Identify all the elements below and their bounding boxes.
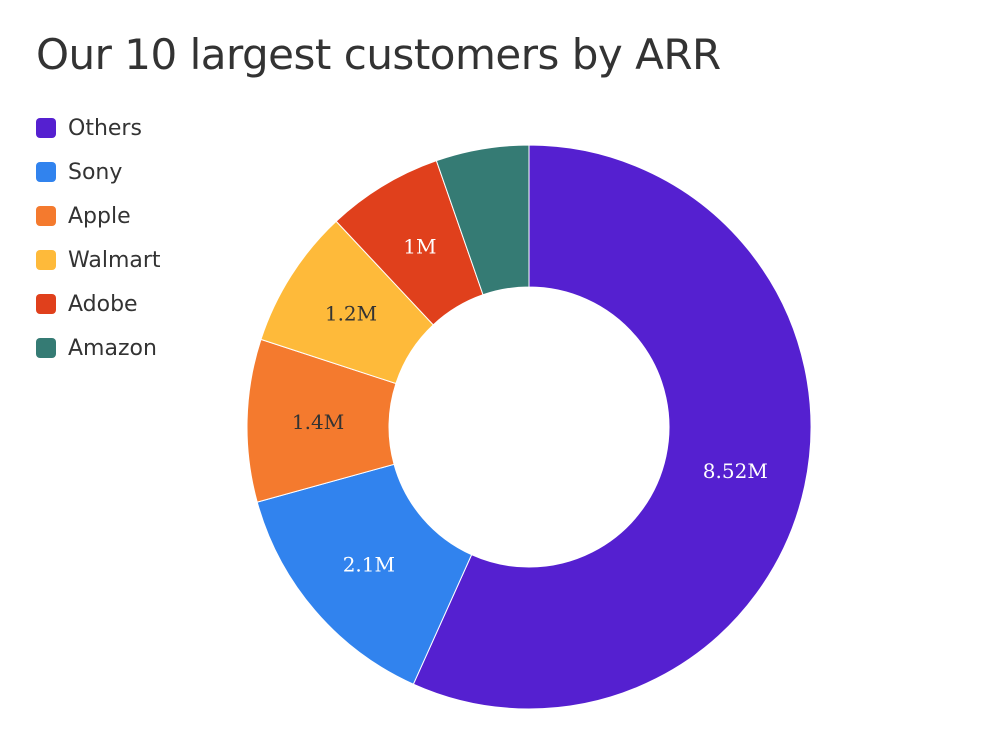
legend-label: Adobe (68, 291, 138, 317)
legend-item-walmart[interactable]: Walmart (36, 238, 161, 282)
data-label-adobe: 1M (403, 234, 436, 258)
data-label-apple: 1.4M (292, 410, 344, 434)
legend-swatch (36, 206, 56, 226)
slice-amazon[interactable] (435, 144, 530, 296)
slice-sony[interactable] (256, 463, 473, 685)
legend-swatch (36, 162, 56, 182)
legend-label: Others (68, 115, 142, 141)
legend-swatch (36, 250, 56, 270)
data-label-walmart: 1.2M (325, 302, 377, 326)
legend-item-others[interactable]: Others (36, 106, 161, 150)
legend-label: Walmart (68, 247, 161, 273)
chart-legend: Others Sony Apple Walmart Adobe Amazon (36, 106, 161, 370)
chart-title: Our 10 largest customers by ARR (36, 30, 721, 79)
legend-swatch (36, 338, 56, 358)
slice-others[interactable] (412, 144, 812, 710)
legend-item-adobe[interactable]: Adobe (36, 282, 161, 326)
legend-item-amazon[interactable]: Amazon (36, 326, 161, 370)
legend-label: Apple (68, 203, 131, 229)
legend-item-apple[interactable]: Apple (36, 194, 161, 238)
legend-label: Amazon (68, 335, 157, 361)
legend-swatch (36, 118, 56, 138)
data-label-sony: 2.1M (343, 552, 395, 576)
data-label-others: 8.52M (703, 459, 768, 483)
legend-label: Sony (68, 159, 123, 185)
legend-swatch (36, 294, 56, 314)
legend-item-sony[interactable]: Sony (36, 150, 161, 194)
